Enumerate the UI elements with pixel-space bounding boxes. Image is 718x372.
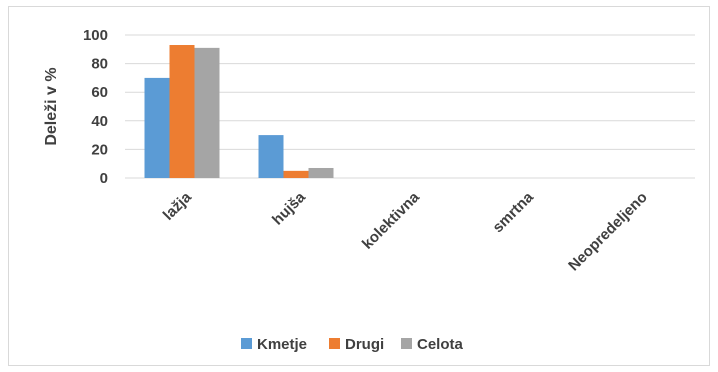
- x-tick-label: kolektivna: [359, 188, 423, 252]
- x-tick-label: smrtna: [489, 188, 537, 236]
- y-tick-label: 80: [91, 56, 108, 73]
- y-tick-label: 20: [91, 141, 108, 158]
- bar-celota-1: [308, 167, 334, 178]
- legend-label: Celota: [417, 336, 464, 353]
- bar-drugi-0: [169, 45, 195, 179]
- x-tick-label: lažja: [160, 188, 195, 223]
- legend-swatch-kmetje: [241, 338, 252, 349]
- gridlines: [125, 34, 695, 179]
- y-axis-title: Deleži v %: [43, 67, 60, 145]
- bar-kmetje-0: [144, 77, 170, 178]
- legend-swatch-drugi: [329, 338, 340, 349]
- y-tick-label: 100: [83, 27, 108, 44]
- x-tick-label: hujša: [269, 188, 309, 228]
- legend: Kmetje Drugi Celota: [241, 336, 464, 353]
- x-tick-label: Neopredeljeno: [565, 189, 651, 275]
- x-axis-ticks: lažja hujša kolektivna smrtna Neopredeljeno: [160, 188, 651, 274]
- legend-swatch-celota: [401, 338, 412, 349]
- bar-drugi-1: [283, 170, 309, 178]
- bars: [144, 45, 334, 179]
- y-tick-label: 60: [91, 84, 108, 101]
- bar-celota-0: [194, 47, 220, 179]
- bar-kmetje-1: [258, 135, 284, 178]
- y-tick-label: 40: [91, 113, 108, 130]
- legend-label: Kmetje: [257, 336, 307, 353]
- chart-area: [8, 6, 710, 366]
- y-tick-label: 0: [100, 170, 108, 187]
- y-axis-ticks: 0 20 40 60 80 100: [83, 27, 108, 187]
- legend-label: Drugi: [345, 336, 384, 353]
